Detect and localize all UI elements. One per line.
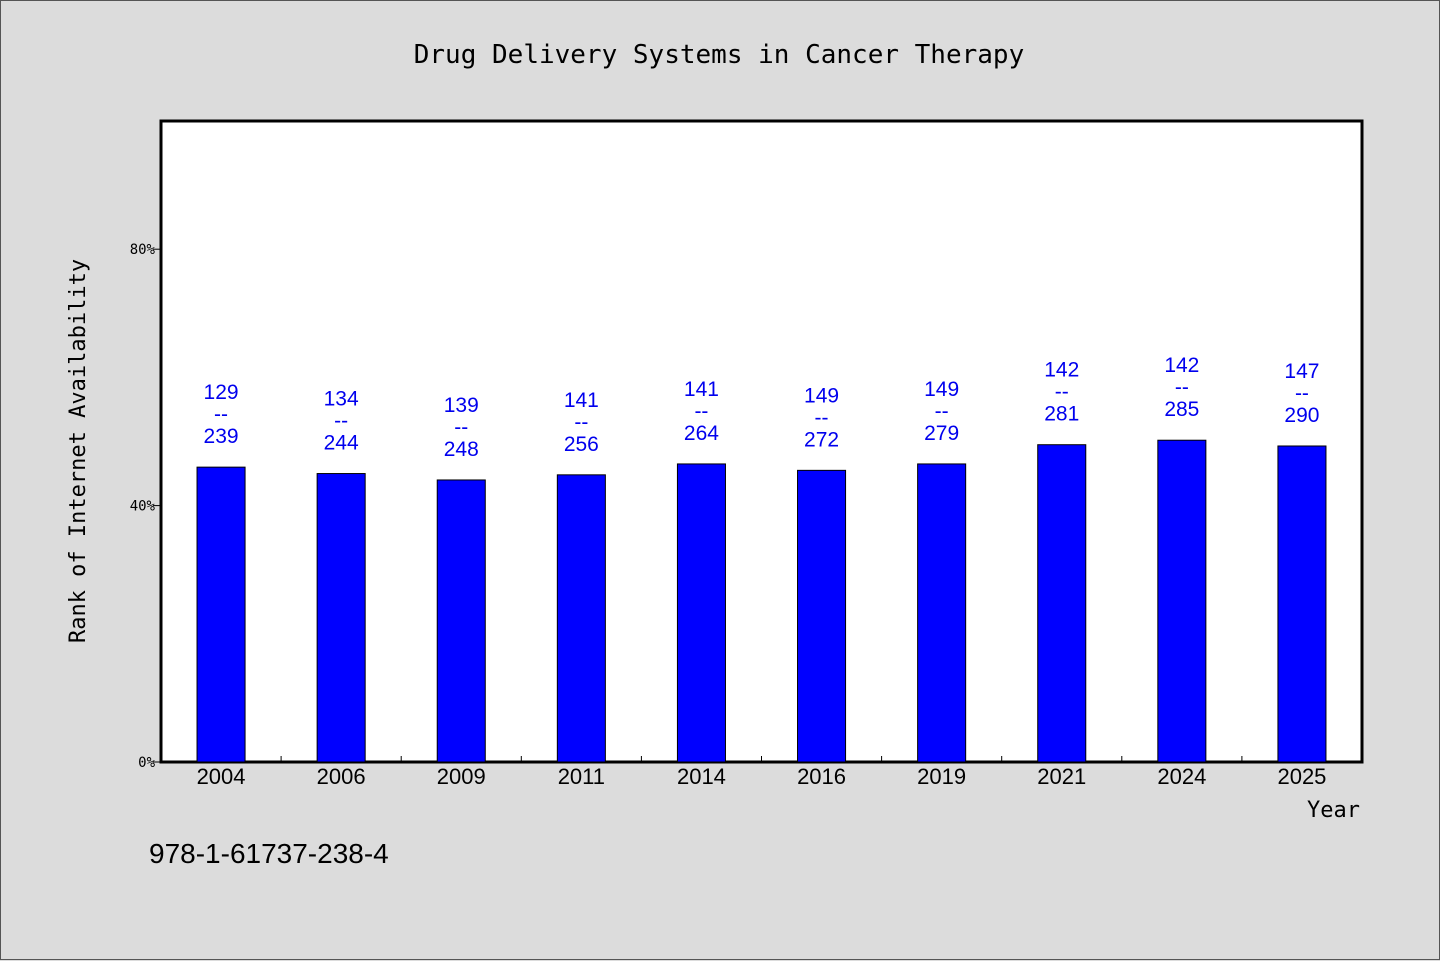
data-label-top: 147: [1284, 360, 1319, 383]
bar: [917, 463, 967, 763]
bar: [797, 469, 847, 763]
data-label-bottom: 281: [1044, 403, 1079, 426]
y-tick-label: 0%: [138, 755, 155, 771]
x-axis-label: Year: [1307, 798, 1360, 823]
bar: [316, 473, 366, 763]
x-tick-label: 2006: [317, 764, 366, 789]
data-label-separator: --: [815, 406, 829, 429]
data-label-bottom: 290: [1284, 404, 1319, 427]
bar-series: [196, 439, 1327, 763]
y-tick-label: 40%: [130, 499, 156, 515]
bar: [556, 474, 606, 763]
x-axis: 2004 2006 2009 2011 2014 2016 2019 2021 2024 2025: [197, 756, 1326, 789]
y-tick-label: 80%: [130, 242, 156, 258]
data-labels: 129--239134--244139--248141--256141--264…: [204, 354, 1320, 461]
data-label-top: 139: [444, 394, 479, 417]
data-label-top: 129: [204, 381, 239, 404]
data-label-bottom: 264: [684, 422, 719, 445]
data-label-top: 141: [684, 378, 719, 401]
x-tick-label: 2025: [1277, 764, 1326, 789]
bar: [436, 479, 486, 763]
data-label-separator: --: [334, 410, 348, 433]
x-tick-label: 2021: [1037, 764, 1086, 789]
chart-title: Drug Delivery Systems in Cancer Therapy: [414, 40, 1024, 70]
x-tick-label: 2024: [1157, 764, 1206, 789]
data-label-separator: --: [1175, 376, 1189, 399]
x-tick-label: 2004: [197, 764, 246, 789]
bar: [1157, 439, 1207, 763]
data-label-bottom: 285: [1164, 398, 1199, 421]
data-label-separator: --: [935, 400, 949, 423]
data-label-top: 134: [324, 388, 359, 411]
bar: [1277, 445, 1327, 763]
data-label-bottom: 279: [924, 422, 959, 445]
data-label-top: 142: [1044, 359, 1079, 382]
bar: [196, 466, 246, 763]
data-label-bottom: 239: [204, 425, 239, 448]
data-label-separator: --: [694, 400, 708, 423]
data-label-separator: --: [454, 416, 468, 439]
bar: [676, 463, 726, 763]
data-label-bottom: 272: [804, 428, 839, 451]
data-label-separator: --: [214, 403, 228, 426]
y-axis: 0% 40% 80%: [130, 242, 161, 771]
isbn-footnote: 978-1-61737-238-4: [149, 838, 389, 869]
bar: [1037, 444, 1087, 763]
y-axis-label: Rank of Internet Availability: [66, 259, 91, 643]
data-label-bottom: 256: [564, 433, 599, 456]
data-label-top: 141: [564, 389, 599, 412]
data-label-top: 149: [924, 378, 959, 401]
data-label-separator: --: [1295, 382, 1309, 405]
x-tick-label: 2009: [437, 764, 486, 789]
x-tick-label: 2019: [917, 764, 966, 789]
x-tick-label: 2016: [797, 764, 846, 789]
x-tick-label: 2011: [558, 764, 605, 789]
data-label-separator: --: [1055, 381, 1069, 404]
data-label-bottom: 244: [324, 432, 359, 455]
x-tick-label: 2014: [677, 764, 726, 789]
data-label-separator: --: [574, 411, 588, 434]
data-label-top: 142: [1164, 354, 1199, 377]
data-label-bottom: 248: [444, 438, 479, 461]
data-label-top: 149: [804, 384, 839, 407]
